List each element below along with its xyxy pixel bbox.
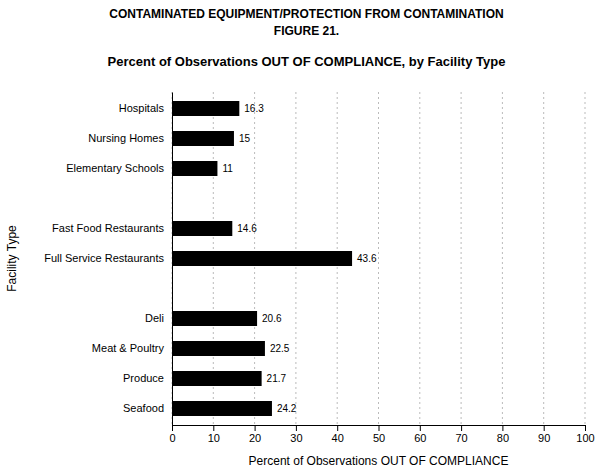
- data-label: 43.6: [357, 253, 377, 264]
- y-tick-label: Elementary Schools: [66, 162, 164, 174]
- grid-line: [172, 92, 173, 425]
- x-tick-mark: [379, 425, 380, 431]
- x-tick-mark: [255, 425, 256, 431]
- y-tick-label: Deli: [145, 312, 164, 324]
- bar: [172, 131, 234, 146]
- x-tick: 0: [169, 425, 175, 444]
- x-tick: 30: [290, 425, 302, 444]
- x-tick-label: 60: [414, 432, 426, 444]
- bar: [172, 341, 265, 356]
- y-tick: Nursing Homes: [88, 132, 164, 144]
- data-label: 20.6: [262, 313, 282, 324]
- x-tick: 50: [373, 425, 385, 444]
- x-tick-label: 80: [497, 432, 509, 444]
- x-axis-line: [173, 426, 586, 432]
- grid-line: [543, 92, 544, 425]
- y-tick: Seafood: [123, 402, 164, 414]
- x-tick-label: 70: [455, 432, 467, 444]
- data-label: 24.2: [277, 403, 297, 414]
- data-label: 14.6: [237, 223, 257, 234]
- grid-line: [378, 92, 379, 425]
- bars: [172, 101, 352, 416]
- y-tick: Full Service Restaurants: [44, 252, 164, 264]
- y-axis: Hospitals Nursing Homes Elementary Schools…: [44, 93, 172, 426]
- x-tick-mark: [461, 425, 462, 431]
- x-tick-mark: [172, 425, 173, 431]
- y-tick-label: Nursing Homes: [88, 132, 164, 144]
- data-label: 15: [239, 133, 251, 144]
- x-tick: 60: [414, 425, 426, 444]
- y-tick: Hospitals: [119, 102, 165, 114]
- x-tick: 80: [497, 425, 509, 444]
- x-axis: 0 10 20 30 40 50 60 70 80 90 100: [169, 425, 594, 444]
- x-tick-mark: [502, 425, 503, 431]
- y-tick-label: Seafood: [123, 402, 164, 414]
- bar: [172, 311, 257, 326]
- data-label: 11: [222, 163, 233, 174]
- title: CONTAMINATED EQUIPMENT/PROTECTION FROM C…: [109, 7, 503, 21]
- bar: [172, 251, 352, 266]
- x-tick-label: 30: [290, 432, 302, 444]
- grid-line: [502, 92, 503, 425]
- plot-area: 0 10 20 30 40 50 60 70 80 90 100 Hospitals Nursing H…: [44, 92, 595, 444]
- y-tick-label: Hospitals: [119, 102, 165, 114]
- y-tick: Produce: [123, 372, 164, 384]
- y-tick: Elementary Schools: [66, 162, 164, 174]
- y-tick-label: Full Service Restaurants: [44, 252, 164, 264]
- grid-line: [585, 92, 586, 425]
- data-label: 21.7: [267, 373, 287, 384]
- bar: [172, 401, 272, 416]
- x-tick-mark: [420, 425, 421, 431]
- data-labels: 16.3 15 11 14.6 43.6 20.6 22.5 21.7 24.2: [222, 103, 377, 414]
- chart-container: CONTAMINATED EQUIPMENT/PROTECTION FROM C…: [0, 0, 613, 475]
- y-tick-label: Meat & Poultry: [92, 342, 165, 354]
- x-tick-mark: [337, 425, 338, 431]
- x-tick: 100: [576, 425, 594, 444]
- y-tick: Meat & Poultry: [92, 342, 165, 354]
- x-tick: 20: [249, 425, 261, 444]
- y-axis-title: Facility Type: [5, 225, 19, 292]
- bar: [172, 161, 217, 176]
- data-label: 16.3: [244, 103, 264, 114]
- grid-line: [461, 92, 462, 425]
- x-tick-label: 50: [373, 432, 385, 444]
- bar: [172, 221, 232, 236]
- data-label: 22.5: [270, 343, 290, 354]
- x-tick-mark: [585, 425, 586, 431]
- x-tick: 70: [455, 425, 467, 444]
- x-tick-mark: [213, 425, 214, 431]
- grid-line: [419, 92, 420, 425]
- x-tick-label: 40: [332, 432, 344, 444]
- x-tick: 10: [208, 425, 220, 444]
- grid: [172, 92, 585, 425]
- x-tick-mark: [296, 425, 297, 431]
- bar: [172, 371, 262, 386]
- x-tick: 40: [332, 425, 344, 444]
- y-tick: Fast Food Restaurants: [52, 222, 164, 234]
- chart-svg: CONTAMINATED EQUIPMENT/PROTECTION FROM C…: [0, 0, 613, 475]
- title: FIGURE 21.: [274, 24, 339, 38]
- y-tick: Deli: [145, 312, 164, 324]
- y-tick-label: Fast Food Restaurants: [52, 222, 164, 234]
- x-tick-mark: [544, 425, 545, 431]
- bar: [172, 101, 239, 116]
- x-tick-label: 100: [576, 432, 594, 444]
- x-tick-label: 90: [538, 432, 550, 444]
- x-tick-label: 10: [208, 432, 220, 444]
- x-tick-label: 20: [249, 432, 261, 444]
- x-tick-label: 0: [169, 432, 175, 444]
- subtitle: Percent of Observations OUT OF COMPLIANC…: [108, 54, 506, 69]
- x-tick: 90: [538, 425, 550, 444]
- x-axis-title: Percent of Observations OUT OF COMPLIANC…: [249, 454, 509, 468]
- y-tick-label: Produce: [123, 372, 164, 384]
- y-axis-line: [172, 93, 173, 426]
